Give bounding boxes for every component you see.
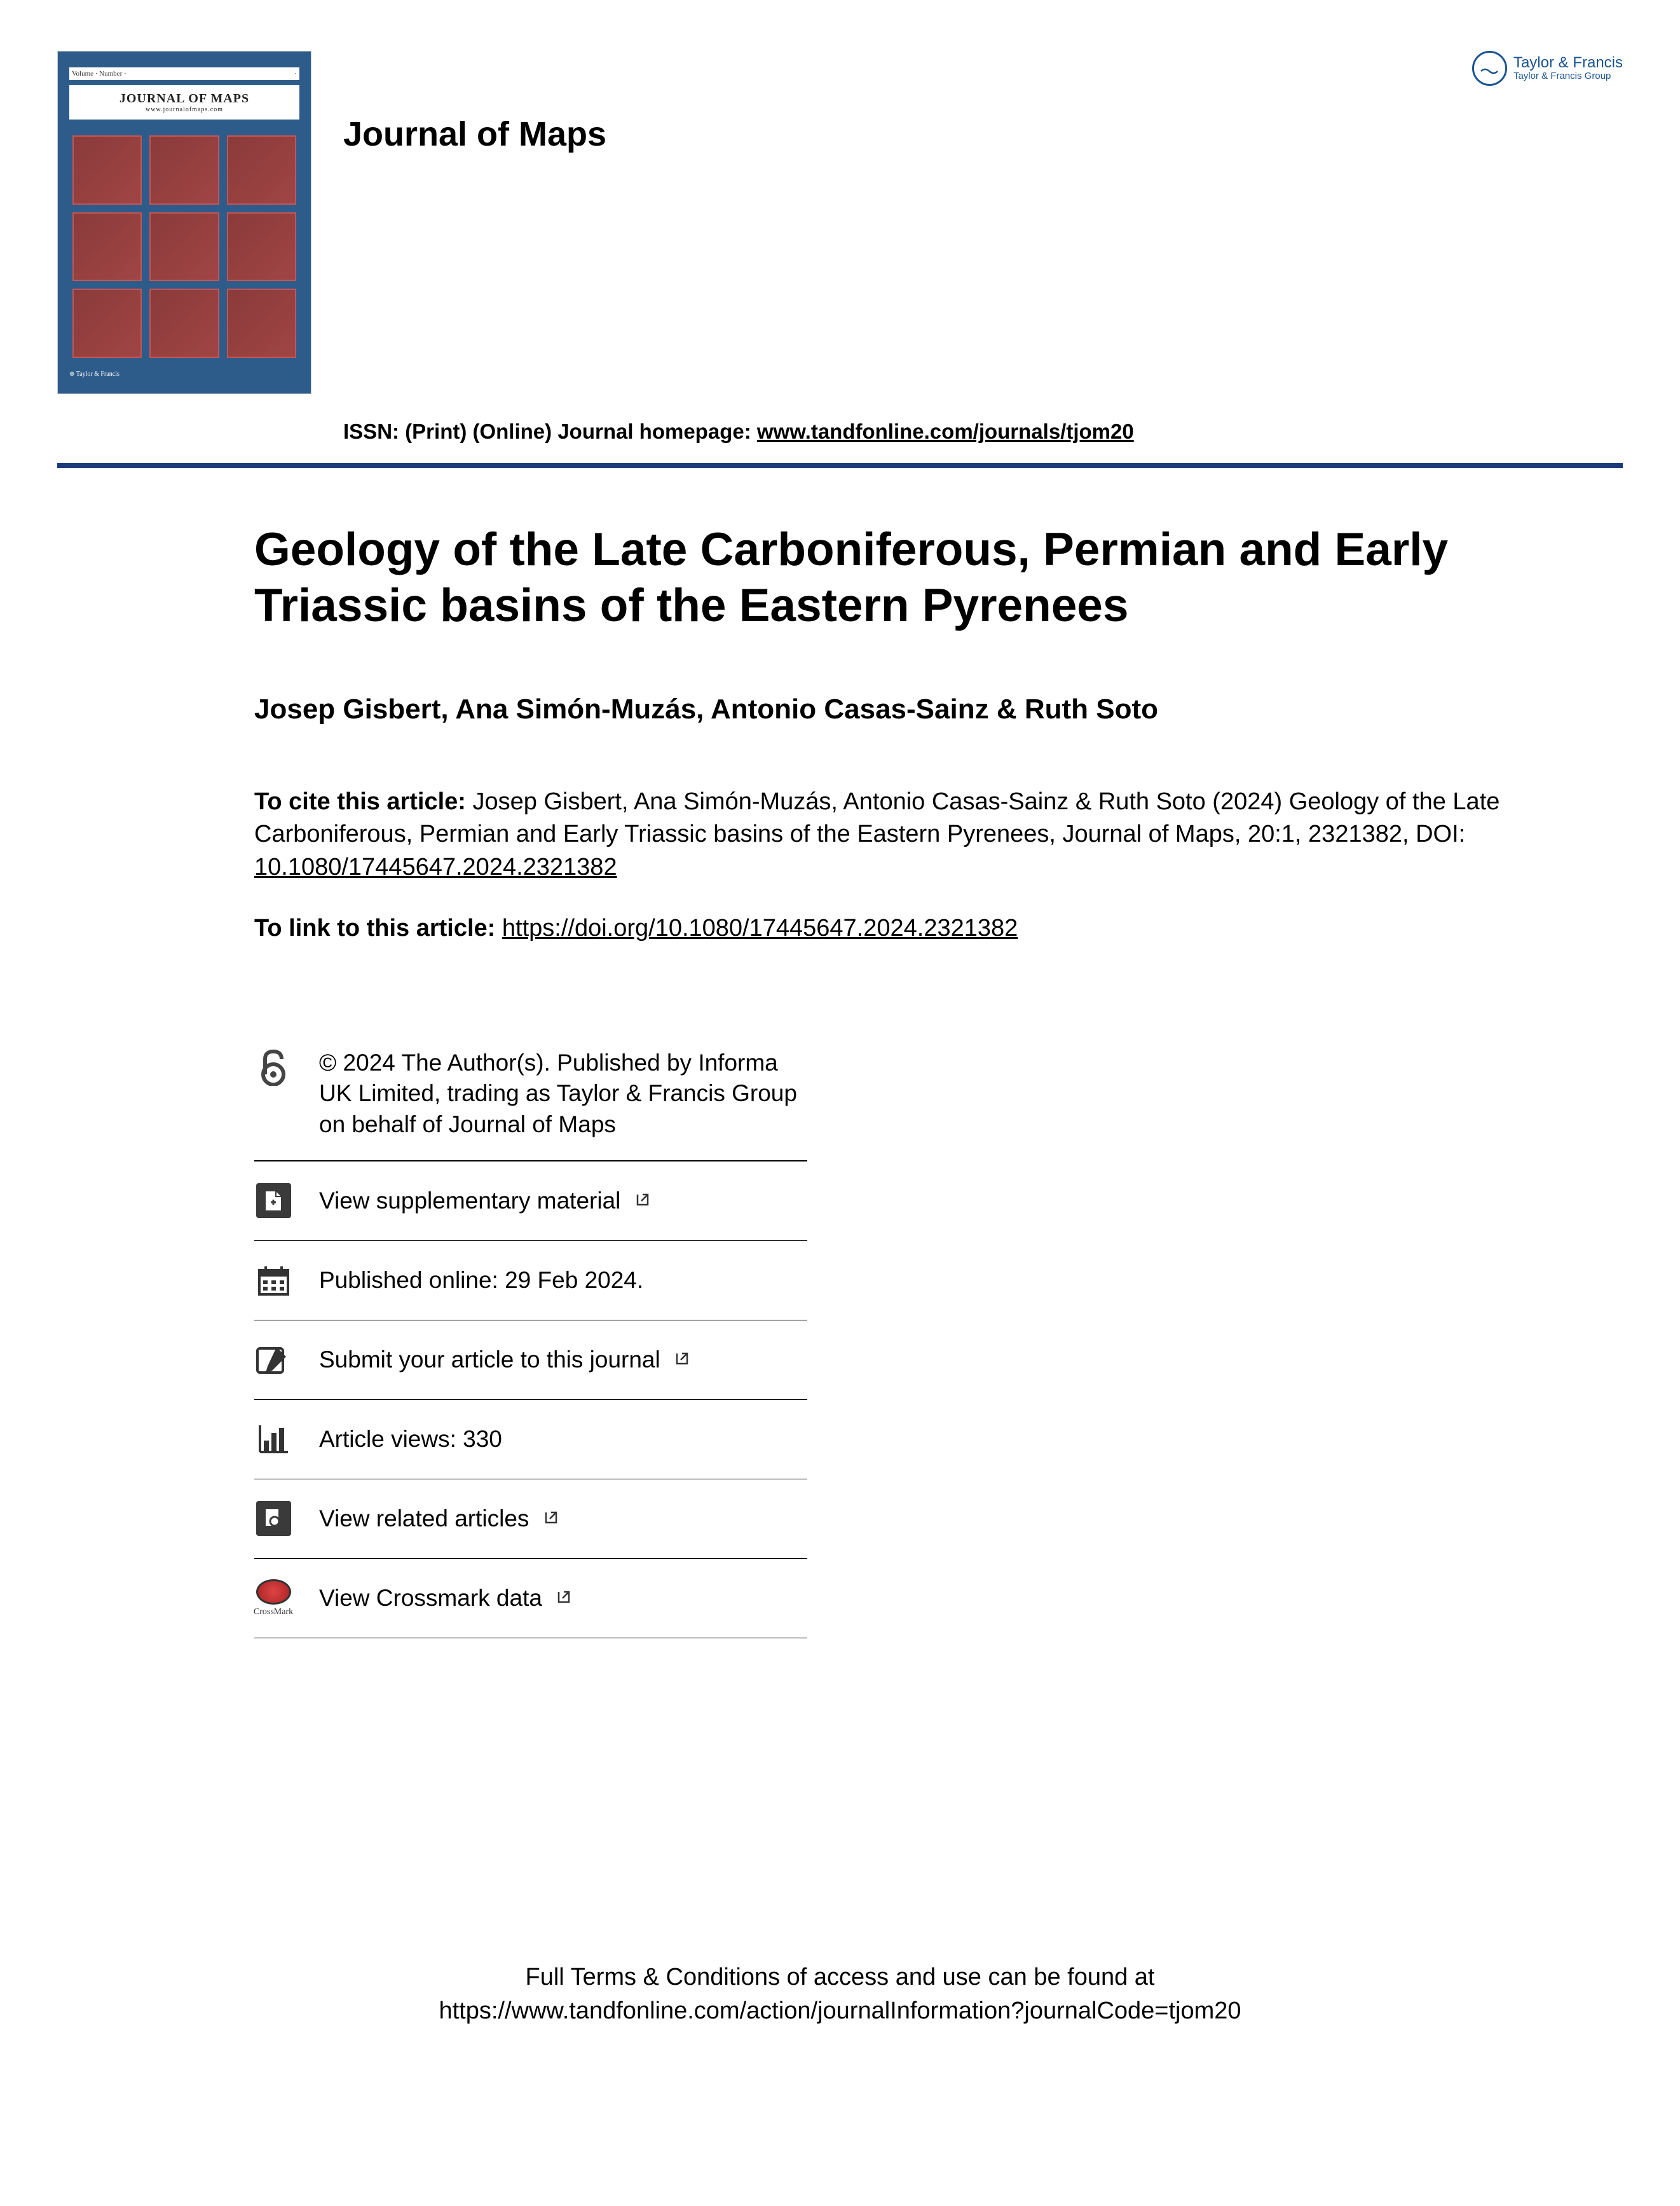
link-block: To link to this article: https://doi.org…	[254, 912, 1527, 945]
publisher-tagline: Taylor & Francis Group	[1513, 71, 1623, 82]
link-label: To link to this article:	[254, 915, 502, 942]
cover-tile	[227, 212, 296, 282]
article-authors: Josep Gisbert, Ana Simón-Muzás, Antonio …	[254, 694, 1527, 725]
crossmark-link-label: View Crossmark data	[319, 1585, 542, 1611]
bar-chart-icon	[254, 1420, 292, 1458]
main-content: Geology of the Late Carboniferous, Permi…	[254, 522, 1527, 1638]
cover-volume-info: Volume · Number ··	[69, 67, 299, 80]
supplementary-text: View supplementary material	[319, 1186, 652, 1216]
footer-terms: Full Terms & Conditions of access and us…	[439, 1961, 1241, 2028]
footer-line1: Full Terms & Conditions of access and us…	[439, 1961, 1241, 1994]
citation-label: To cite this article:	[254, 788, 466, 815]
published-text: Published online: 29 Feb 2024.	[319, 1265, 643, 1296]
publisher-icon	[1472, 51, 1507, 86]
copyright-row: © 2024 The Author(s). Published by Infor…	[254, 1027, 807, 1161]
related-label: View related articles	[319, 1505, 529, 1531]
external-link-icon	[634, 1191, 652, 1214]
supplementary-row[interactable]: View supplementary material	[254, 1161, 807, 1241]
cover-tile	[72, 212, 142, 282]
header-divider	[57, 463, 1623, 468]
cover-tile	[149, 289, 219, 358]
footer-line2: https://www.tandfonline.com/action/journ…	[439, 1994, 1241, 2028]
external-link-icon	[542, 1509, 560, 1532]
cover-footer: ⊕ Taylor & Francis	[69, 364, 299, 378]
issn-line: ISSN: (Print) (Online) Journal homepage:…	[343, 420, 1623, 444]
views-text: Article views: 330	[319, 1424, 502, 1455]
supplementary-label: View supplementary material	[319, 1188, 620, 1214]
external-link-icon	[555, 1588, 573, 1612]
copyright-text: © 2024 The Author(s). Published by Infor…	[319, 1048, 807, 1139]
crossmark-row[interactable]: CrossMark View Crossmark data	[254, 1559, 807, 1638]
views-row: Article views: 330	[254, 1400, 807, 1479]
cover-tile	[72, 135, 142, 205]
cover-title-text: JOURNAL OF MAPS	[120, 92, 249, 106]
submit-text: Submit your article to this journal	[319, 1345, 691, 1375]
journal-cover-thumbnail: Volume · Number ·· JOURNAL OF MAPS www.j…	[57, 51, 311, 394]
journal-homepage-link[interactable]: www.tandfonline.com/journals/tjom20	[757, 420, 1134, 443]
cover-tile	[149, 135, 219, 205]
issn-prefix: ISSN: (Print) (Online) Journal homepage:	[343, 420, 757, 443]
published-row: Published online: 29 Feb 2024.	[254, 1241, 807, 1320]
crossmark-label-text: CrossMark	[254, 1607, 293, 1617]
cover-tile	[227, 135, 296, 205]
submit-row[interactable]: Submit your article to this journal	[254, 1320, 807, 1400]
cover-tile	[149, 212, 219, 282]
cover-tile	[72, 289, 142, 358]
cover-url: www.journalofmaps.com	[74, 106, 294, 113]
cover-tile	[227, 289, 296, 358]
publisher-name: Taylor & Francis Taylor & Francis Group	[1513, 55, 1623, 82]
crossmark-text: View Crossmark data	[319, 1583, 573, 1613]
file-plus-icon	[254, 1182, 292, 1220]
edit-icon	[254, 1341, 292, 1379]
crossmark-icon: CrossMark	[254, 1579, 292, 1617]
article-link[interactable]: https://doi.org/10.1080/17445647.2024.23…	[502, 915, 1018, 942]
related-text: View related articles	[319, 1504, 560, 1534]
search-document-icon	[254, 1500, 292, 1538]
citation-block: To cite this article: Josep Gisbert, Ana…	[254, 786, 1527, 884]
publisher-logo: Taylor & Francis Taylor & Francis Group	[1472, 51, 1623, 86]
cover-title: JOURNAL OF MAPS www.journalofmaps.com	[69, 85, 299, 120]
doi-link[interactable]: 10.1080/17445647.2024.2321382	[254, 854, 617, 880]
journal-name: Journal of Maps	[343, 51, 606, 154]
submit-label: Submit your article to this journal	[319, 1346, 660, 1373]
publisher-name-text: Taylor & Francis	[1513, 55, 1623, 71]
article-title: Geology of the Late Carboniferous, Permi…	[254, 522, 1527, 633]
header: Volume · Number ·· JOURNAL OF MAPS www.j…	[57, 51, 1623, 407]
related-row[interactable]: View related articles	[254, 1479, 807, 1559]
open-access-icon	[254, 1048, 292, 1086]
calendar-icon	[254, 1261, 292, 1299]
info-list: © 2024 The Author(s). Published by Infor…	[254, 1027, 807, 1638]
external-link-icon	[673, 1350, 691, 1373]
cover-tile-grid	[69, 129, 299, 364]
